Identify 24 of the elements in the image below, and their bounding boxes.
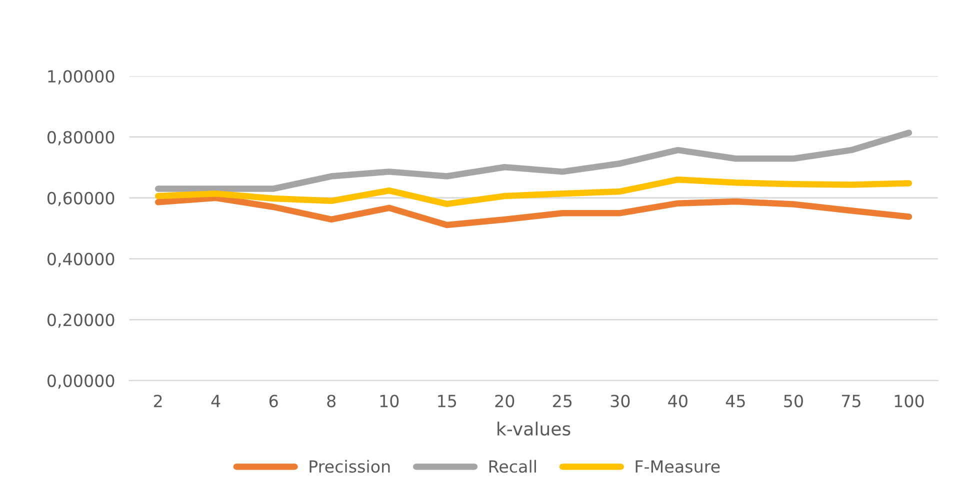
x-tick-label: 10 [380, 394, 399, 408]
x-tick-label: 15 [438, 394, 456, 408]
legend-label: Recall [489, 460, 536, 473]
x-tick-label: 8 [327, 394, 336, 408]
x-axis-title: k-values [498, 422, 570, 436]
x-tick-label: 40 [668, 394, 688, 408]
x-tick-label: 25 [553, 394, 572, 408]
x-tick-label: 30 [610, 394, 630, 408]
y-tick-label: 0,20000 [47, 314, 114, 328]
y-tick-label: 1,00000 [48, 70, 114, 84]
y-tick-label: 0,00000 [47, 374, 114, 389]
y-tick-label: 0,80000 [47, 130, 114, 146]
x-tick-label: 20 [495, 394, 514, 408]
x-tick-label: 45 [726, 394, 745, 408]
x-tick-label: 2 [154, 394, 162, 408]
legend-label: F-Measure [636, 460, 720, 473]
y-tick-label: 0,60000 [47, 192, 114, 206]
x-tick-label: 50 [784, 394, 803, 408]
legend-label: Precission [310, 460, 390, 473]
y-tick-label: 0,40000 [47, 252, 114, 268]
x-tick-label: 4 [211, 394, 220, 408]
x-tick-label: 100 [894, 394, 924, 408]
x-tick-label: 6 [269, 394, 278, 408]
x-tick-label: 75 [842, 394, 860, 408]
